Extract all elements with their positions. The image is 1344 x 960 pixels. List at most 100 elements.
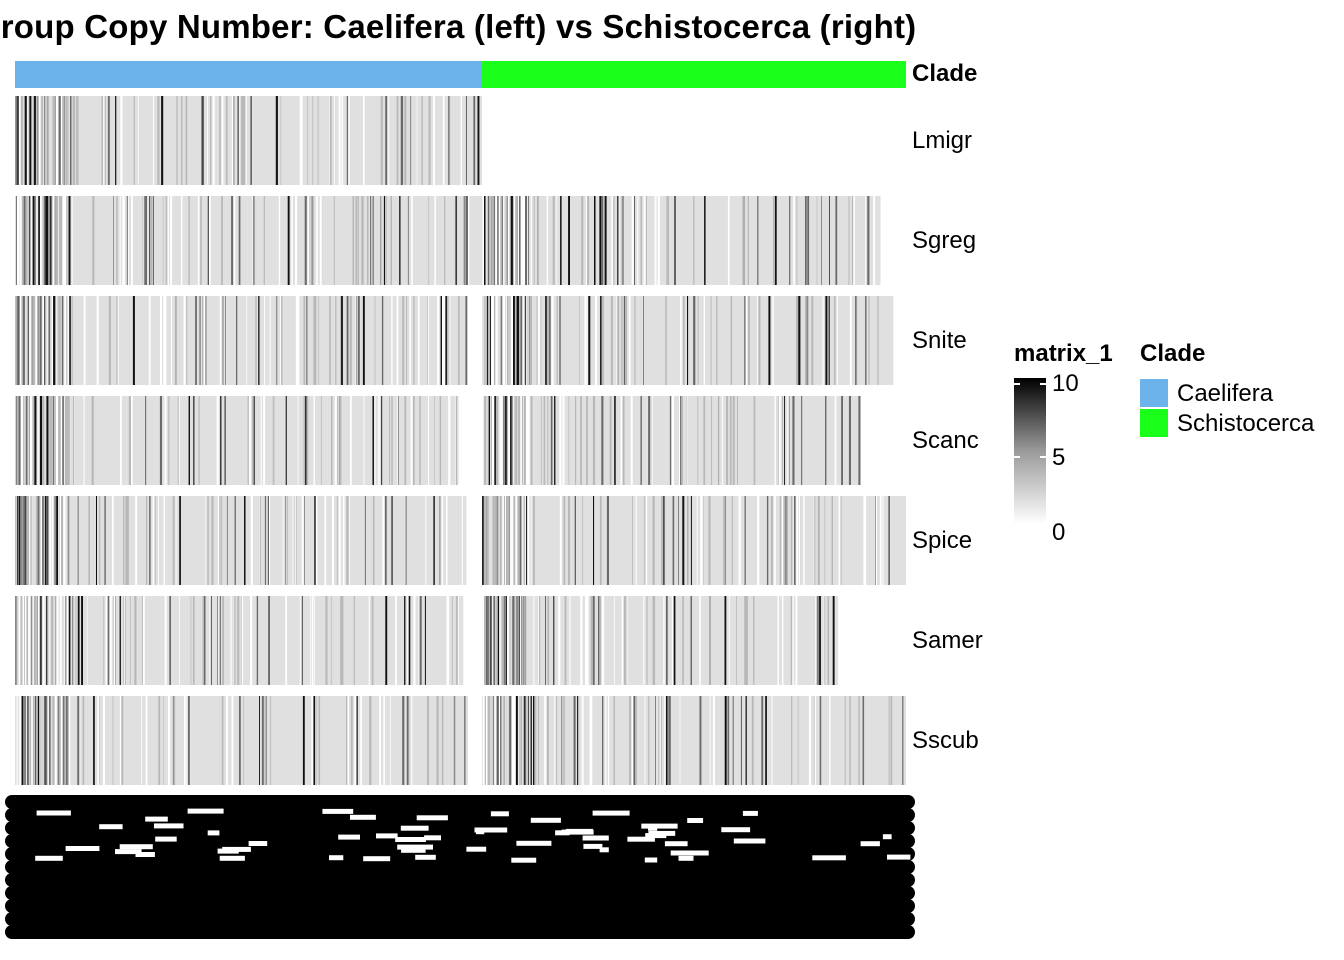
heatmap-cell (329, 96, 332, 185)
heatmap-cell (521, 496, 523, 585)
heatmap-cell (449, 296, 451, 385)
heatmap-cell (32, 296, 35, 385)
heatmap-cell (388, 96, 390, 185)
heatmap-cell (538, 596, 540, 685)
heatmap-cell (448, 396, 451, 485)
heatmap-cell (210, 596, 212, 685)
heatmap-cell (103, 96, 105, 185)
heatmap-cell (744, 696, 746, 785)
heatmap-cell (455, 196, 457, 285)
heatmap-cell (446, 296, 449, 385)
heatmap-cell (340, 596, 343, 685)
heatmap-cell (513, 696, 516, 785)
heatmap-cell (380, 96, 383, 185)
column-label-gap (644, 857, 658, 863)
heatmap-cell (808, 696, 811, 785)
heatmap-cell (494, 496, 497, 585)
heatmap-cell (39, 496, 41, 585)
heatmap-cell (441, 696, 444, 785)
heatmap-cell (456, 596, 458, 685)
column-label-gap (592, 810, 630, 816)
heatmap-cell (574, 496, 576, 585)
heatmap-cell (708, 496, 711, 585)
heatmap-cell (814, 496, 816, 585)
heatmap-block-caelifera (15, 496, 468, 585)
heatmap-cell (226, 696, 228, 785)
heatmap-cell (497, 196, 499, 285)
heatmap-cell (307, 96, 308, 185)
heatmap-cell (483, 196, 486, 285)
heatmap-cell (413, 296, 415, 385)
heatmap-cell (513, 296, 515, 385)
heatmap-cell (168, 696, 171, 785)
heatmap-cell (505, 396, 507, 485)
heatmap-cell (761, 696, 764, 785)
heatmap-cell (877, 296, 879, 385)
heatmap-cell (586, 296, 588, 385)
heatmap-cell (207, 496, 209, 585)
heatmap-cell (349, 496, 350, 585)
heatmap-cell (217, 496, 220, 585)
heatmap-cell (823, 596, 825, 685)
heatmap-cell (233, 96, 235, 185)
heatmap-cell (163, 696, 164, 785)
heatmap-cell (425, 496, 427, 585)
heatmap-cell (829, 696, 831, 785)
heatmap-cell (729, 396, 732, 485)
heatmap-cell (205, 296, 207, 385)
heatmap-cell (234, 596, 236, 685)
heatmap-cell (220, 396, 222, 485)
heatmap-cell (640, 396, 642, 485)
heatmap-cell (504, 696, 505, 785)
heatmap-cell (304, 196, 307, 285)
heatmap-cell (657, 196, 660, 285)
heatmap-cell (502, 596, 504, 685)
heatmap-cell (640, 196, 642, 285)
heatmap-cell (822, 296, 824, 385)
heatmap-cell (21, 696, 24, 785)
heatmap-cell (148, 196, 150, 285)
heatmap-cell (29, 296, 31, 385)
heatmap-cell (132, 296, 135, 385)
heatmap-cell (825, 396, 827, 485)
heatmap-row-scanc (15, 396, 861, 485)
heatmap-cell (740, 696, 742, 785)
heatmap-cell (280, 96, 282, 185)
heatmap-cell (121, 696, 124, 785)
heatmap-cell (133, 96, 135, 185)
heatmap-cell (512, 596, 515, 685)
heatmap-cell (520, 596, 522, 685)
heatmap-cell (504, 296, 506, 385)
heatmap-cell (141, 696, 142, 785)
heatmap-cell (124, 596, 126, 685)
heatmap-cell (36, 296, 39, 385)
heatmap-cell (408, 596, 411, 685)
heatmap-cell (63, 296, 66, 385)
heatmap-cell (41, 196, 43, 285)
heatmap-cell (104, 496, 106, 585)
column-label-band (5, 925, 915, 939)
heatmap-cell (553, 596, 555, 685)
heatmap-cell (805, 196, 807, 285)
heatmap-row-spice (15, 496, 906, 585)
heatmap-cell (447, 596, 450, 685)
heatmap-cell (22, 96, 25, 185)
heatmap-cell (273, 396, 275, 485)
heatmap-cell (42, 596, 45, 685)
column-label-gap (376, 833, 398, 839)
heatmap-cell (270, 696, 272, 785)
heatmap-cell (520, 696, 522, 785)
heatmap-cell (595, 296, 598, 385)
heatmap-cell (524, 696, 527, 785)
heatmap-cell (93, 696, 95, 785)
heatmap-cell (259, 696, 260, 785)
heatmap-cell (31, 296, 33, 385)
heatmap-cell (340, 296, 341, 385)
heatmap-cell (25, 496, 27, 585)
heatmap-cell (45, 696, 47, 785)
heatmap-cell (309, 196, 311, 285)
heatmap-cell (30, 696, 31, 785)
heatmap-cell (107, 596, 110, 685)
heatmap-rows (15, 96, 906, 785)
heatmap-cell (68, 296, 69, 385)
